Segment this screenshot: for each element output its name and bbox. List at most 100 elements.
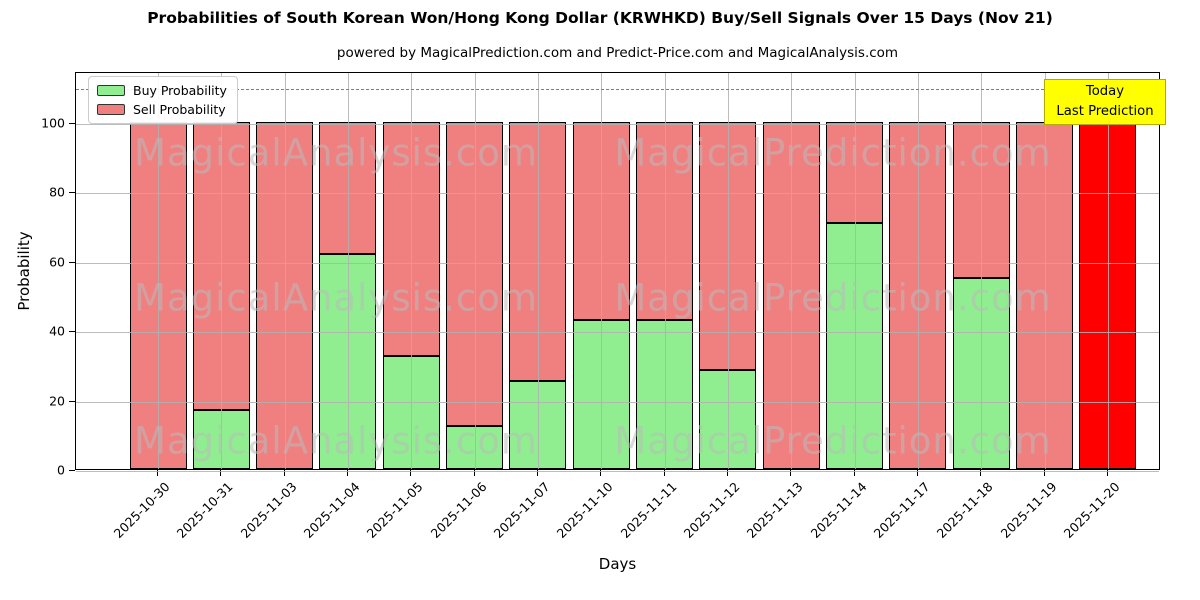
x-tick-label-2025-11-13: 2025-11-13: [743, 479, 806, 541]
x-tick-label-2025-10-30: 2025-10-30: [110, 479, 173, 541]
buy-segment: [509, 380, 567, 469]
x-tick-label-2025-11-06: 2025-11-06: [427, 479, 490, 541]
x-tick-2025-11-11: [663, 470, 665, 476]
buy-segment: [572, 319, 630, 469]
bars-layer: [76, 73, 1159, 469]
x-tick-2025-11-07: [536, 470, 538, 476]
sell-segment: [1016, 122, 1074, 469]
h-gridline-0: [76, 471, 1159, 472]
x-tick-label-2025-11-19: 2025-11-19: [997, 479, 1060, 541]
dashed-threshold-line: [76, 89, 1159, 91]
x-tick-label-2025-11-20: 2025-11-20: [1060, 479, 1123, 541]
x-tick-2025-11-06: [473, 470, 475, 476]
buy-segment: [382, 356, 440, 469]
y-tick-label-0: 0: [57, 462, 65, 478]
bar-2025-10-30: [129, 122, 187, 469]
x-tick-2025-11-17: [916, 470, 918, 476]
y-tick-label-100: 100: [41, 115, 65, 131]
legend-label: Buy Probability: [133, 83, 227, 98]
x-tick-label-2025-11-12: 2025-11-12: [680, 479, 743, 541]
y-tick-100: [69, 123, 75, 124]
sell-swatch-icon: [97, 104, 125, 115]
sell-segment: [889, 122, 947, 469]
y-tick-40: [69, 331, 75, 333]
x-tick-2025-11-18: [980, 470, 982, 476]
buy-segment: [192, 410, 250, 469]
y-tick-label-60: 60: [49, 254, 65, 270]
sell-segment: [129, 122, 187, 469]
chart-subtitle: powered by MagicalPrediction.com and Pre…: [336, 45, 899, 61]
sell-segment: [319, 122, 377, 254]
x-tick-2025-11-13: [790, 470, 792, 476]
today-annotation-line2: Last Prediction: [1056, 103, 1154, 119]
x-tick-2025-11-05: [410, 470, 412, 476]
buy-swatch-icon: [97, 85, 125, 96]
bar-2025-11-18: [952, 122, 1010, 469]
plot-area: MagicalAnalysis.com MagicalPrediction.com…: [75, 72, 1160, 472]
bar-2025-11-13: [762, 122, 820, 469]
x-tick-2025-10-30: [157, 470, 158, 476]
bar-2025-11-12: [699, 122, 757, 469]
buy-segment: [446, 425, 504, 469]
y-tick-0: [69, 470, 75, 471]
bar-2025-11-10: [572, 122, 630, 469]
x-tick-label-2025-11-18: 2025-11-18: [933, 479, 996, 541]
sell-segment: [192, 122, 250, 410]
bar-2025-11-04: [319, 122, 377, 469]
chart-title: Probabilities of South Korean Won/Hong K…: [147, 9, 1053, 27]
x-tick-2025-10-31: [220, 470, 222, 476]
x-tick-label-2025-11-17: 2025-11-17: [870, 479, 933, 541]
y-tick-80: [69, 192, 75, 194]
x-tick-2025-11-14: [853, 470, 855, 476]
x-tick-2025-11-19: [1043, 470, 1045, 476]
sell-segment: [762, 122, 820, 469]
y-tick-label-20: 20: [49, 393, 65, 409]
today-bar-segment: [1079, 122, 1137, 469]
y-tick-60: [69, 261, 75, 263]
bar-2025-11-14: [826, 122, 884, 469]
bar-2025-11-20: [1079, 122, 1137, 469]
sell-segment: [382, 122, 440, 357]
legend-item-sell: Sell Probability: [97, 102, 227, 117]
x-tick-label-2025-11-03: 2025-11-03: [237, 479, 300, 541]
buy-segment: [699, 370, 757, 469]
today-annotation-line1: Today: [1085, 84, 1125, 99]
y-tick-label-80: 80: [49, 184, 65, 200]
x-tick-label-2025-11-10: 2025-11-10: [553, 479, 616, 541]
y-tick-20: [69, 400, 75, 402]
x-tick-label-2025-11-14: 2025-11-14: [807, 479, 870, 541]
y-axis-label: Probability: [15, 231, 33, 311]
sell-segment: [826, 122, 884, 223]
x-axis-label: Days: [598, 555, 637, 573]
buy-segment: [636, 319, 694, 469]
bar-2025-11-06: [446, 122, 504, 469]
x-tick-label-2025-11-04: 2025-11-04: [300, 479, 363, 541]
today-annotation: Today Last Prediction: [1044, 79, 1166, 125]
x-tick-label-2025-11-07: 2025-11-07: [490, 479, 553, 541]
bar-2025-11-19: [1016, 122, 1074, 469]
x-tick-2025-11-20: [1106, 470, 1108, 476]
legend-label: Sell Probability: [133, 102, 226, 117]
x-tick-label-2025-11-05: 2025-11-05: [363, 479, 426, 541]
bar-2025-11-07: [509, 122, 567, 469]
sell-segment: [446, 122, 504, 426]
x-tick-label-2025-10-31: 2025-10-31: [173, 479, 236, 541]
sell-segment: [256, 122, 314, 469]
x-tick-2025-11-12: [726, 470, 728, 476]
y-tick-label-40: 40: [49, 323, 65, 339]
buy-segment: [826, 222, 884, 469]
bar-2025-11-05: [382, 122, 440, 469]
bar-2025-11-11: [636, 122, 694, 469]
sell-segment: [952, 122, 1010, 279]
x-tick-2025-11-10: [600, 470, 602, 476]
x-tick-2025-11-03: [283, 470, 285, 476]
bar-2025-10-31: [192, 122, 250, 469]
buy-segment: [319, 253, 377, 469]
x-tick-label-2025-11-11: 2025-11-11: [617, 479, 680, 541]
x-tick-2025-11-04: [346, 470, 348, 476]
buy-segment: [952, 278, 1010, 469]
bar-2025-11-03: [256, 122, 314, 469]
sell-segment: [572, 122, 630, 320]
sell-segment: [636, 122, 694, 320]
legend-item-buy: Buy Probability: [97, 83, 227, 98]
